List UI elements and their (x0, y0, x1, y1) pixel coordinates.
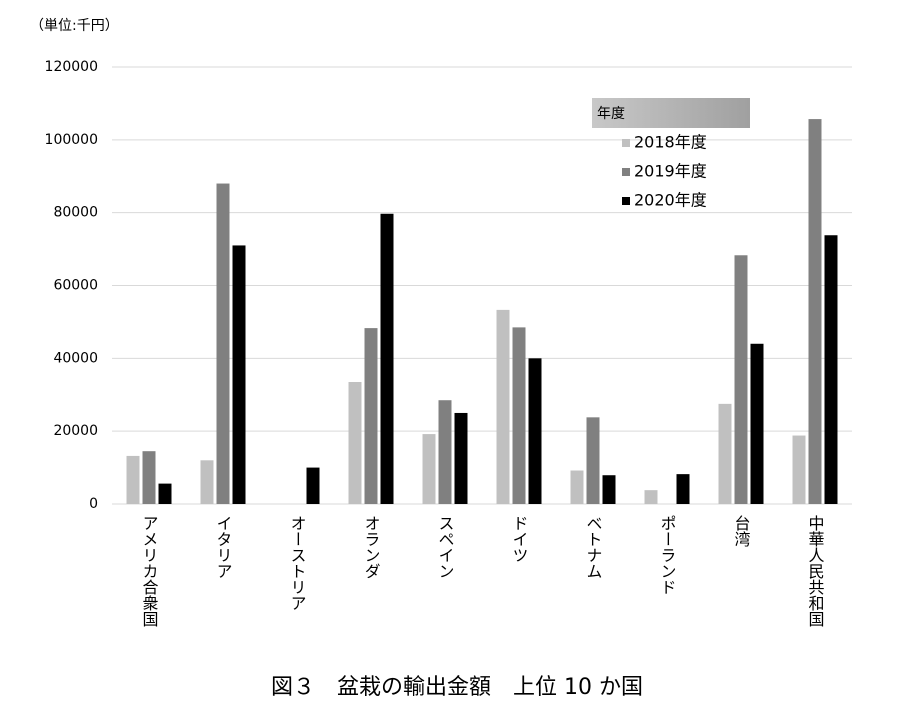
y-tick-label: 80000 (53, 205, 98, 221)
bar (734, 255, 748, 504)
legend-label: 2019年度 (634, 162, 707, 181)
bar (824, 235, 838, 504)
bar (676, 474, 690, 504)
bar (528, 358, 542, 504)
x-tick-label: アメリカ合衆国 (140, 515, 159, 627)
bar (216, 183, 230, 505)
bar (644, 490, 658, 504)
bar (232, 245, 246, 505)
bar (602, 475, 616, 504)
bar (750, 343, 764, 504)
legend-swatch (622, 197, 630, 205)
x-tick-label: スペイン (436, 515, 455, 579)
y-tick-label: 40000 (53, 350, 98, 366)
bar (142, 451, 156, 504)
bar (718, 403, 732, 504)
legend-label: 2020年度 (634, 191, 707, 210)
legend-header (592, 98, 750, 128)
bar (126, 455, 140, 504)
x-tick-label: オーストリア (288, 515, 307, 611)
x-tick-label: イタリア (214, 515, 233, 579)
y-tick-label: 20000 (53, 423, 98, 439)
y-tick-label: 120000 (45, 59, 98, 75)
bar (380, 213, 394, 505)
x-tick-label: ベトナム (584, 515, 603, 579)
bar (200, 460, 214, 504)
y-tick-label: 100000 (45, 132, 98, 148)
bar (364, 328, 378, 504)
bar (348, 382, 362, 504)
x-tick-label: 中華人民共和国 (806, 515, 825, 627)
bar (454, 412, 468, 504)
bar (158, 483, 172, 504)
bar (808, 119, 822, 504)
bar (496, 309, 510, 504)
legend-label: 2018年度 (634, 133, 707, 152)
legend-title: 年度 (597, 106, 625, 122)
unit-label: （単位:千円） (30, 18, 119, 34)
x-tick-label: ドイツ (510, 515, 529, 563)
y-tick-label: 60000 (53, 278, 98, 294)
x-tick-label: ポーランド (658, 515, 677, 595)
x-tick-label: オランダ (362, 515, 381, 579)
bar (438, 400, 452, 504)
x-tick-label: 台湾 (732, 515, 751, 547)
bar (586, 417, 600, 504)
y-tick-label: 0 (89, 496, 98, 512)
bar (512, 327, 526, 504)
bar (570, 470, 584, 504)
legend-swatch (622, 139, 630, 147)
bar (422, 434, 436, 504)
legend-swatch (622, 168, 630, 176)
chart-title: 図３ 盆栽の輸出金額 上位 10 か国 (271, 675, 643, 700)
bar (792, 435, 806, 504)
bar (306, 467, 320, 504)
